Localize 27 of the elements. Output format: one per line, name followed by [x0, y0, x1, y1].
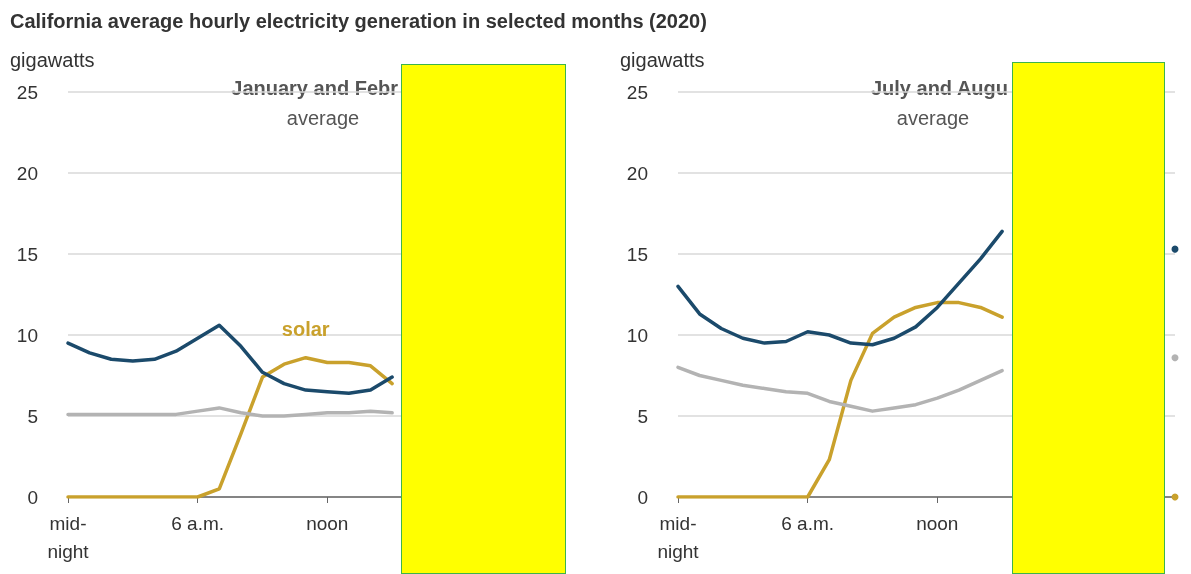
x-tick-label: 6 a.m.	[171, 512, 225, 534]
y-tick-label: 0	[637, 486, 648, 508]
y-tick-label: 25	[16, 81, 38, 103]
y-tick-label: 5	[637, 405, 648, 427]
x-tick-label: noon	[306, 512, 349, 534]
y-tick-label: 25	[626, 81, 648, 103]
y-tick-label: 10	[16, 324, 38, 346]
line-series	[66, 406, 394, 418]
x-tick-label: noon	[916, 512, 959, 534]
chart-subtitle: January and Febr average	[231, 77, 399, 129]
x-tick-label: mid- night	[47, 512, 90, 562]
x-tick-label: 6 a.m.	[781, 512, 835, 534]
y-tick-label: 0	[27, 486, 38, 508]
line-series	[66, 323, 394, 396]
chart-subtitle: July and Augu average	[870, 77, 1008, 129]
y-tick-label: 20	[626, 162, 648, 184]
y-axis-title: gigawatts	[620, 49, 705, 71]
y-tick-label: 5	[27, 405, 38, 427]
y-axis-title: gigawatts	[10, 49, 95, 71]
chart-title: California average hourly electricity generation in selected months (2020)	[10, 10, 707, 33]
y-tick-label: 20	[16, 162, 38, 184]
series-label: solar	[281, 317, 330, 340]
y-tick-label: 15	[626, 243, 648, 265]
y-tick-label: 10	[626, 324, 648, 346]
y-tick-label: 15	[16, 243, 38, 265]
x-tick-label: mid- night	[657, 512, 700, 562]
line-series	[66, 355, 394, 499]
